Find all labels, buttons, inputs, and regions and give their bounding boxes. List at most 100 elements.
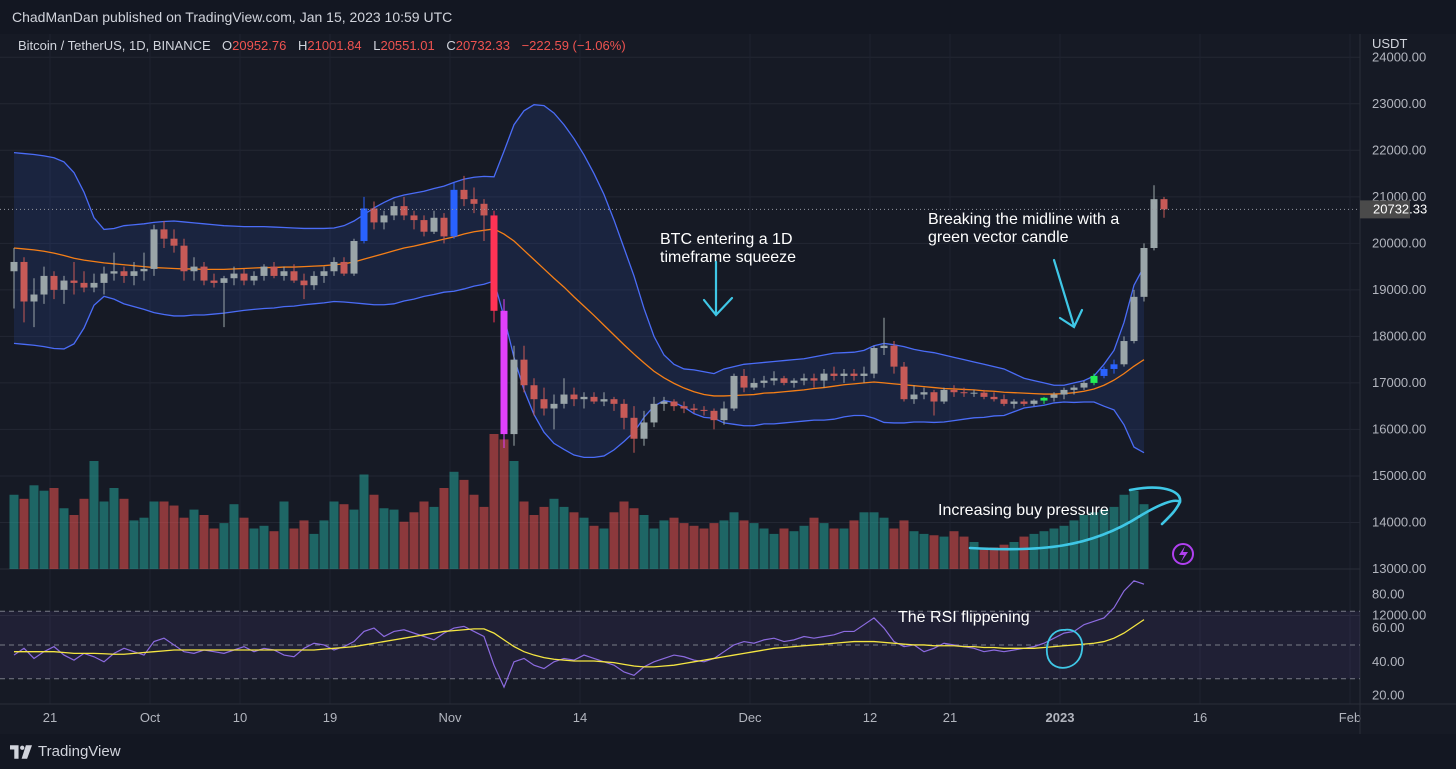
candle (1080, 380, 1088, 390)
volume-bar (59, 508, 69, 569)
volume-bar (639, 515, 649, 569)
price-tick-label: 24000.00 (1372, 49, 1426, 64)
candle-body (140, 268, 148, 272)
volume-bar (849, 520, 859, 569)
candle (210, 273, 218, 288)
volume-bar (809, 517, 819, 569)
volume-bar (829, 528, 839, 569)
candle (340, 257, 348, 276)
chart-area[interactable]: 24000.00 23000.00 22000.00 21000.00 20000.00… (0, 34, 1456, 734)
volume-bar (779, 528, 789, 569)
candle (660, 396, 668, 411)
bollinger-fill (14, 104, 1144, 458)
annotation-midline-text: green vector candle (928, 229, 1069, 246)
candle (810, 373, 818, 388)
candle (550, 394, 558, 430)
volume-bar (689, 525, 699, 569)
lightning-icon[interactable] (1172, 543, 1194, 565)
candle-body (490, 215, 498, 311)
volume-bar (319, 520, 329, 569)
chart-svg[interactable]: 24000.00 23000.00 22000.00 21000.00 20000.00… (0, 34, 1456, 734)
volume-bar (1109, 506, 1119, 569)
candle-body (760, 380, 768, 383)
rsi-tick-label: 80.00 (1372, 586, 1405, 601)
volume-bar (349, 509, 359, 569)
candle (840, 368, 848, 383)
candle (80, 271, 88, 293)
volume-bar (1129, 490, 1139, 569)
candle-body (660, 401, 668, 404)
volume-bar (869, 512, 879, 569)
candle (1140, 243, 1148, 302)
annotation-squeeze-text: BTC entering a 1D (660, 231, 793, 248)
volume-bar (529, 515, 539, 569)
price-tick-label: 23000.00 (1372, 96, 1426, 111)
volume-bar (119, 498, 129, 569)
volume-bar (519, 501, 529, 569)
candle (10, 248, 18, 309)
candle-body (640, 422, 648, 439)
volume-bar (879, 517, 889, 569)
candle (910, 385, 918, 404)
volume-bar (459, 479, 469, 569)
volume-bar (1029, 533, 1039, 569)
volume-bar (739, 520, 749, 569)
candle-body (1130, 296, 1138, 342)
candle (590, 392, 598, 404)
bollinger-bands (13, 104, 1145, 458)
candle (540, 387, 548, 416)
volume-bar (719, 520, 729, 569)
candle (1100, 366, 1108, 379)
candle-body (420, 220, 428, 232)
candle (190, 257, 198, 281)
candle (470, 187, 478, 214)
candle (760, 375, 768, 388)
candle-body (70, 280, 78, 283)
candle-body (950, 389, 958, 393)
candle (730, 373, 738, 411)
candle-body (800, 378, 808, 381)
candle (380, 210, 388, 230)
price-tick-label: 15000.00 (1372, 468, 1426, 483)
candle (700, 406, 708, 416)
candle-body (910, 394, 918, 400)
candle (1130, 289, 1138, 344)
time-tick-label: 21 (43, 710, 57, 725)
candle (1000, 394, 1008, 407)
candle (250, 271, 258, 286)
candle (1030, 399, 1038, 407)
candle-body (1160, 199, 1168, 210)
candle (1090, 373, 1098, 386)
volume-bar (979, 547, 989, 569)
grid: 24000.00 23000.00 22000.00 21000.00 20000.00… (0, 34, 1456, 734)
candle (980, 389, 988, 400)
candle (710, 408, 718, 430)
price-tick-label: 22000.00 (1372, 142, 1426, 157)
time-tick-label: Nov (438, 710, 462, 725)
volume-bar (999, 544, 1009, 569)
candle (930, 389, 938, 416)
candle-body (30, 294, 38, 302)
volume-bar (509, 461, 519, 569)
squeeze-arrow (702, 260, 734, 317)
volume-bar (359, 474, 369, 569)
price-tick-label: 16000.00 (1372, 421, 1426, 436)
candle (690, 403, 698, 414)
candle-body (520, 359, 528, 386)
candle-body (290, 271, 298, 281)
candle (90, 273, 98, 293)
time-tick-label: 10 (233, 710, 247, 725)
time-tick-label: Oct (140, 710, 161, 725)
tradingview-brand[interactable]: TradingView (10, 743, 121, 760)
volume-bar (579, 517, 589, 569)
candle-body (1050, 394, 1058, 398)
volume-bar (799, 525, 809, 569)
candle-body (790, 380, 798, 383)
candle (1120, 336, 1128, 367)
candle (490, 210, 498, 323)
candle (60, 275, 68, 304)
candle-body (840, 373, 848, 376)
volume-bar (569, 512, 579, 569)
volume-bar (859, 512, 869, 569)
